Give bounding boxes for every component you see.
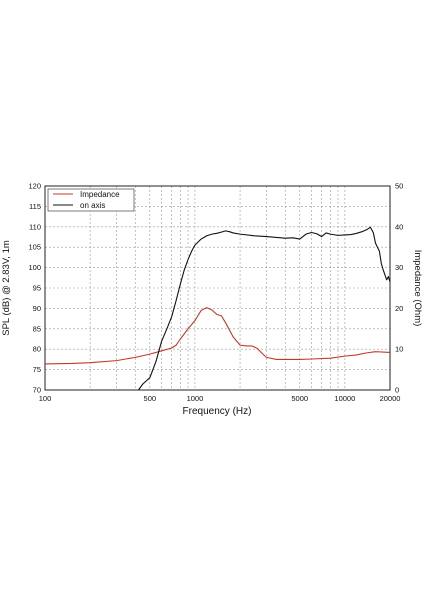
y-tick-label: 105 — [28, 243, 41, 252]
y2-tick-label: 40 — [395, 222, 403, 231]
x-tick-label: 5000 — [291, 394, 308, 403]
y-tick-label: 95 — [33, 284, 41, 293]
plot-frame — [44, 185, 391, 391]
y2-axis-label: Impedance (Ohm) — [412, 250, 423, 327]
y-tick-label: 120 — [28, 182, 41, 191]
y-tick-label: 100 — [28, 263, 41, 272]
y-tick-label: 80 — [33, 345, 41, 354]
y-tick-label: 115 — [29, 202, 41, 211]
y2-tick-label: 30 — [395, 263, 403, 272]
y-tick-label: 110 — [29, 222, 41, 231]
y2-tick-label: 20 — [395, 304, 403, 313]
x-tick-label: 500 — [144, 394, 157, 403]
y-axis-label: SPL (dB) @ 2.83V, 1m — [1, 240, 12, 336]
x-tick-label: 20000 — [380, 394, 401, 403]
x-tick-label: 10000 — [334, 394, 355, 403]
x-tick-label: 1000 — [187, 394, 204, 403]
series-line-impedance — [44, 307, 391, 365]
y-tick-label: 85 — [33, 324, 41, 333]
x-axis-label: Frequency (Hz) — [183, 406, 252, 417]
grid — [45, 186, 390, 390]
legend: Impedance on axis — [47, 188, 135, 212]
y2-tick-label: 10 — [395, 345, 403, 354]
axis-ticks: 100 500 1000 5000 10000 200007075808590951001… — [28, 182, 403, 404]
y-tick-label: 90 — [33, 304, 41, 313]
y2-tick-label: 0 — [395, 386, 399, 395]
legend-label-impedance: Impedance — [80, 190, 120, 199]
y-tick-label: 75 — [33, 365, 41, 374]
legend-label-on-axis: on axis — [80, 201, 105, 210]
y-tick-label: 70 — [33, 386, 41, 395]
x-tick-label: 100 — [39, 394, 52, 403]
series-line-on-axis — [138, 226, 391, 391]
y2-tick-label: 50 — [395, 182, 403, 191]
series — [44, 226, 391, 391]
